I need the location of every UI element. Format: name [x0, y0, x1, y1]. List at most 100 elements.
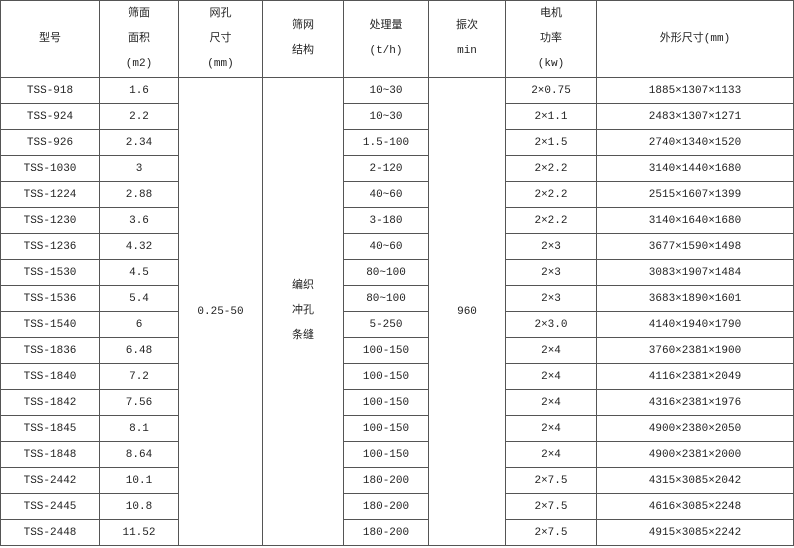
model-cell: TSS-1030	[0, 155, 100, 182]
area-cell: 11.52	[99, 519, 179, 546]
model-cell: TSS-1848	[0, 441, 100, 468]
power-cell: 2×2.2	[505, 155, 597, 182]
capacity-cell: 2-120	[343, 155, 429, 182]
area-cell: 4.32	[99, 233, 179, 260]
header-power: 电机 功率 (kw)	[505, 0, 597, 78]
table-row: TSS-1230 3.6 3-180 2×2.2 3140×1640×1680	[0, 207, 794, 234]
model-cell: TSS-1840	[0, 363, 100, 390]
table-row: TSS-1536 5.4 80~100 2×3 3683×1890×1601	[0, 285, 794, 312]
power-cell: 2×4	[505, 415, 597, 442]
header-line: 尺寸	[209, 32, 232, 45]
table-row: TSS-1030 3 2-120 2×2.2 3140×1440×1680	[0, 155, 794, 182]
header-area: 筛面面积 (m2)	[99, 0, 179, 78]
model-cell: TSS-1836	[0, 337, 100, 364]
area-cell: 3	[99, 155, 179, 182]
dimensions-cell: 3140×1440×1680	[596, 155, 794, 182]
model-cell: TSS-1540	[0, 311, 100, 338]
vibration-cell: 960	[428, 77, 506, 546]
dimensions-cell: 3083×1907×1484	[596, 259, 794, 286]
dimensions-cell: 4140×1940×1790	[596, 311, 794, 338]
power-cell: 2×2.2	[505, 181, 597, 208]
header-line: 筛面	[128, 7, 150, 20]
dimensions-cell: 4616×3085×2248	[596, 493, 794, 520]
capacity-cell: 5-250	[343, 311, 429, 338]
mesh-structure-item: 编织	[292, 280, 314, 292]
area-cell: 8.1	[99, 415, 179, 442]
power-cell: 2×3	[505, 233, 597, 260]
header-line: 电机	[540, 7, 562, 20]
capacity-cell: 80~100	[343, 259, 429, 286]
dimensions-cell: 4116×2381×2049	[596, 363, 794, 390]
header-line: 处理量	[369, 20, 403, 32]
header-line: 网孔	[209, 7, 232, 20]
header-line: 筛网	[292, 20, 314, 32]
area-cell: 10.8	[99, 493, 179, 520]
capacity-cell: 1.5-100	[343, 129, 429, 156]
power-cell: 2×0.75	[505, 77, 597, 104]
dimensions-cell: 3760×2381×1900	[596, 337, 794, 364]
capacity-cell: 180-200	[343, 519, 429, 546]
table-row: TSS-1540 6 5-250 2×3.0 4140×1940×1790	[0, 311, 794, 338]
capacity-cell: 40~60	[343, 233, 429, 260]
capacity-cell: 180-200	[343, 467, 429, 494]
table-row: TSS-2442 10.1 180-200 2×7.5 4315×3085×2042	[0, 467, 794, 494]
power-cell: 2×3	[505, 259, 597, 286]
capacity-cell: 40~60	[343, 181, 429, 208]
table-row: TSS-924 2.2 10~30 2×1.1 2483×1307×1271	[0, 103, 794, 130]
header-line: (mm)	[207, 57, 234, 70]
dimensions-cell: 2515×1607×1399	[596, 181, 794, 208]
table-row: TSS-918 1.6 0.25-50 编织 冲孔 条缝 10~30 960 2×0.75 188…	[0, 77, 794, 546]
mesh-size-cell: 0.25-50	[178, 77, 263, 546]
capacity-cell: 180-200	[343, 493, 429, 520]
power-cell: 2×7.5	[505, 467, 597, 494]
power-cell: 2×4	[505, 389, 597, 416]
dimensions-cell: 4900×2381×2000	[596, 441, 794, 468]
capacity-cell: 100-150	[343, 389, 429, 416]
table-row: TSS-1848 8.64 100-150 2×4 4900×2381×2000	[0, 441, 794, 468]
table-row: TSS-1236 4.32 40~60 2×3 3677×1590×1498	[0, 233, 794, 260]
capacity-cell: 100-150	[343, 337, 429, 364]
dimensions-cell: 4900×2380×2050	[596, 415, 794, 442]
table-row: TSS-1842 7.56 100-150 2×4 4316×2381×1976	[0, 389, 794, 416]
header-line: (kw)	[537, 57, 565, 70]
power-cell: 2×3.0	[505, 311, 597, 338]
header-vibration: 振次 min	[428, 0, 506, 78]
dimensions-cell: 3677×1590×1498	[596, 233, 794, 260]
dimensions-cell: 2740×1340×1520	[596, 129, 794, 156]
power-cell: 2×7.5	[505, 519, 597, 546]
header-model: 型号	[0, 0, 100, 78]
dimensions-cell: 1885×1307×1133	[596, 77, 794, 104]
capacity-cell: 10~30	[343, 103, 429, 130]
area-cell: 2.2	[99, 103, 179, 130]
table-row: TSS-1530 4.5 80~100 2×3 3083×1907×1484	[0, 259, 794, 286]
header-mesh-structure: 筛网 结构	[262, 0, 344, 78]
capacity-cell: 80~100	[343, 285, 429, 312]
header-line: 面积	[128, 32, 150, 45]
table-row: TSS-1836 6.48 100-150 2×4 3760×2381×1900	[0, 337, 794, 364]
model-cell: TSS-918	[0, 77, 100, 104]
capacity-cell: 100-150	[343, 363, 429, 390]
dimensions-cell: 4316×2381×1976	[596, 389, 794, 416]
model-cell: TSS-1845	[0, 415, 100, 442]
capacity-cell: 100-150	[343, 441, 429, 468]
area-cell: 5.4	[99, 285, 179, 312]
table-row: TSS-926 2.34 1.5-100 2×1.5 2740×1340×1520	[0, 129, 794, 156]
model-cell: TSS-1230	[0, 207, 100, 234]
header-row: 型号 筛面 面积 (m2) 网孔 尺寸 (mm) 筛网 结构 处理量 (t/h) 振次 min 电机 功率 (…	[0, 0, 794, 78]
model-cell: TSS-1536	[0, 285, 100, 312]
dimensions-cell: 4915×3085×2242	[596, 519, 794, 546]
mesh-structure-item: 冲孔	[292, 305, 314, 317]
area-cell: 3.6	[99, 207, 179, 234]
area-cell: 6.48	[99, 337, 179, 364]
model-cell: TSS-1530	[0, 259, 100, 286]
capacity-cell: 10~30	[343, 77, 429, 104]
dimensions-cell: 4315×3085×2042	[596, 467, 794, 494]
area-cell: 7.56	[99, 389, 179, 416]
header-line: 振次	[456, 20, 478, 32]
mesh-structure-cell: 编织 冲孔 条缝	[262, 77, 344, 546]
header-mesh-size: 网孔尺寸 (mm)	[178, 0, 263, 78]
header-line: (m2)	[125, 57, 153, 70]
area-cell: 4.5	[99, 259, 179, 286]
header-line: 型号	[39, 32, 61, 45]
